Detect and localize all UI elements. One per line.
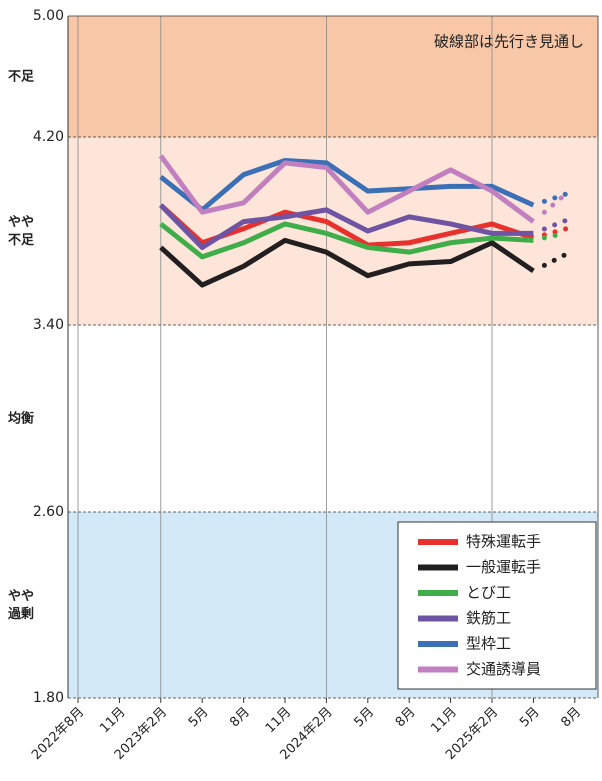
x-tick-label: 5月 <box>351 705 377 731</box>
y-tick-label: 1.80 <box>33 690 64 706</box>
annotation: 破線部は先行き見通し <box>434 33 584 51</box>
x-tick-label: 2022年8月 <box>29 705 87 763</box>
forecast-line <box>541 251 569 268</box>
band-label: やや不足 <box>8 215 35 248</box>
series-line <box>159 221 534 260</box>
y-tick-label: 5.00 <box>33 8 64 24</box>
y-tick-label: 3.40 <box>33 317 64 333</box>
x-tick-label: 8月 <box>227 705 253 731</box>
x-tick-label: 11月 <box>97 705 128 736</box>
legend-label: 特殊運転手 <box>466 533 541 551</box>
band-label: やや過剰 <box>7 589 34 622</box>
band-label: 不足 <box>8 69 35 84</box>
band <box>68 325 598 512</box>
legend-label: 一般運転手 <box>466 558 541 576</box>
band <box>68 16 598 137</box>
forecast-line <box>541 191 569 215</box>
forecast-line <box>541 230 569 241</box>
forecast-line <box>541 226 569 238</box>
band-label: 均衡 <box>8 410 34 426</box>
series-line <box>159 237 535 288</box>
legend-label: 交通誘導員 <box>466 660 541 678</box>
series-line <box>158 154 535 224</box>
x-tick-label: 8月 <box>558 705 584 731</box>
series-line <box>159 203 534 250</box>
y-tick-label: 2.60 <box>33 504 64 520</box>
x-tick-label: 11月 <box>428 705 459 736</box>
x-tick-label: 11月 <box>263 705 294 736</box>
forecast-line <box>541 191 569 204</box>
forecast-line <box>541 217 569 232</box>
legend-label: 型枠工 <box>466 635 511 653</box>
series-line <box>159 158 535 213</box>
y-tick-label: 4.20 <box>33 129 64 145</box>
x-tick-label: 5月 <box>186 705 212 731</box>
legend-box <box>397 521 597 690</box>
x-tick-label: 8月 <box>393 705 419 731</box>
x-tick-label: 5月 <box>517 705 543 731</box>
legend-label: とび工 <box>466 584 511 602</box>
legend-label: 鉄筋工 <box>466 609 511 627</box>
